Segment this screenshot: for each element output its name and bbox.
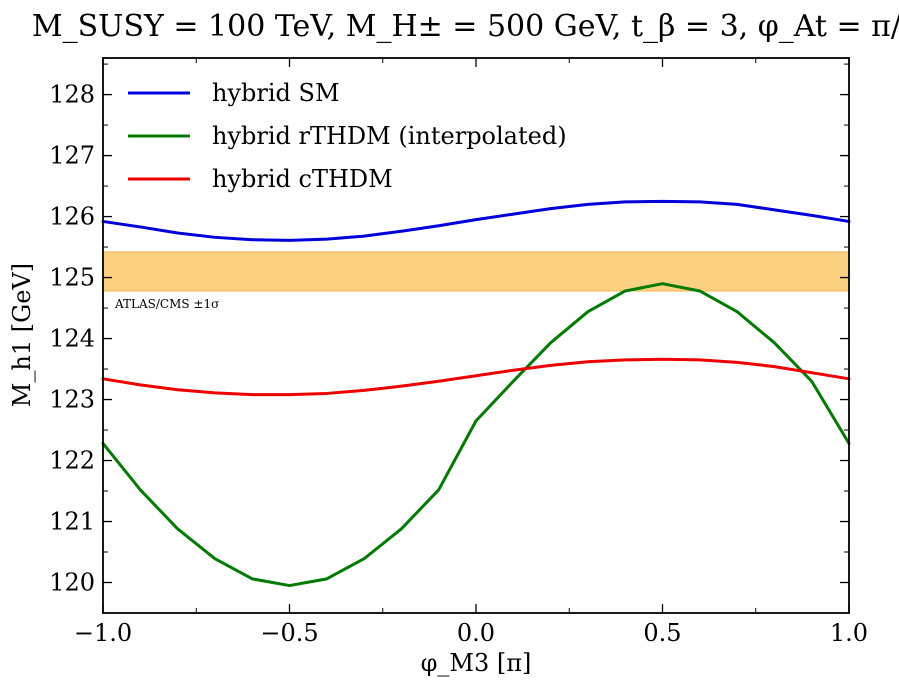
series-line-2 (101, 357, 851, 397)
y-tick-label: 128 (49, 81, 95, 109)
y-tick-label: 121 (49, 508, 95, 536)
band-rect (102, 251, 850, 292)
y-tick-label: 124 (49, 325, 95, 353)
y-axis-label: M_h1 [GeV] (8, 263, 36, 407)
tick-layer: −1.0 −0.5 0.0 0.5 1.0 120 121 122 123 124 125 126 12… (49, 58, 868, 647)
y-tick-label: 122 (49, 447, 95, 475)
legend-label-0: hybrid SM (212, 79, 340, 107)
chart-title: M_SUSY = 100 TeV, M_H± = 500 GeV, t_β = … (32, 9, 899, 44)
x-tick-label: 1.0 (830, 619, 868, 647)
series-line-1 (101, 282, 851, 588)
series-line-0 (101, 199, 851, 242)
x-axis-label: φ_M3 [π] (421, 649, 532, 677)
x-tick-label: 0.5 (643, 619, 681, 647)
y-tick-label: 120 (49, 569, 95, 597)
x-tick-label: −1.0 (74, 619, 132, 647)
y-tick-label: 125 (49, 264, 95, 292)
band-layer: ATLAS/CMS ±1σ (102, 251, 850, 311)
legend-label-1: hybrid rTHDM (interpolated) (212, 122, 567, 150)
series-layer (101, 199, 851, 588)
band-label: ATLAS/CMS ±1σ (114, 297, 219, 311)
x-tick-label: −0.5 (260, 619, 318, 647)
y-tick-label: 126 (49, 203, 95, 231)
y-tick-label: 127 (49, 142, 95, 170)
legend-layer: hybrid SM hybrid rTHDM (interpolated) hybr… (128, 79, 567, 193)
x-tick-label: 0.0 (457, 619, 495, 647)
legend-label-2: hybrid cTHDM (212, 165, 393, 193)
y-tick-label: 123 (49, 386, 95, 414)
